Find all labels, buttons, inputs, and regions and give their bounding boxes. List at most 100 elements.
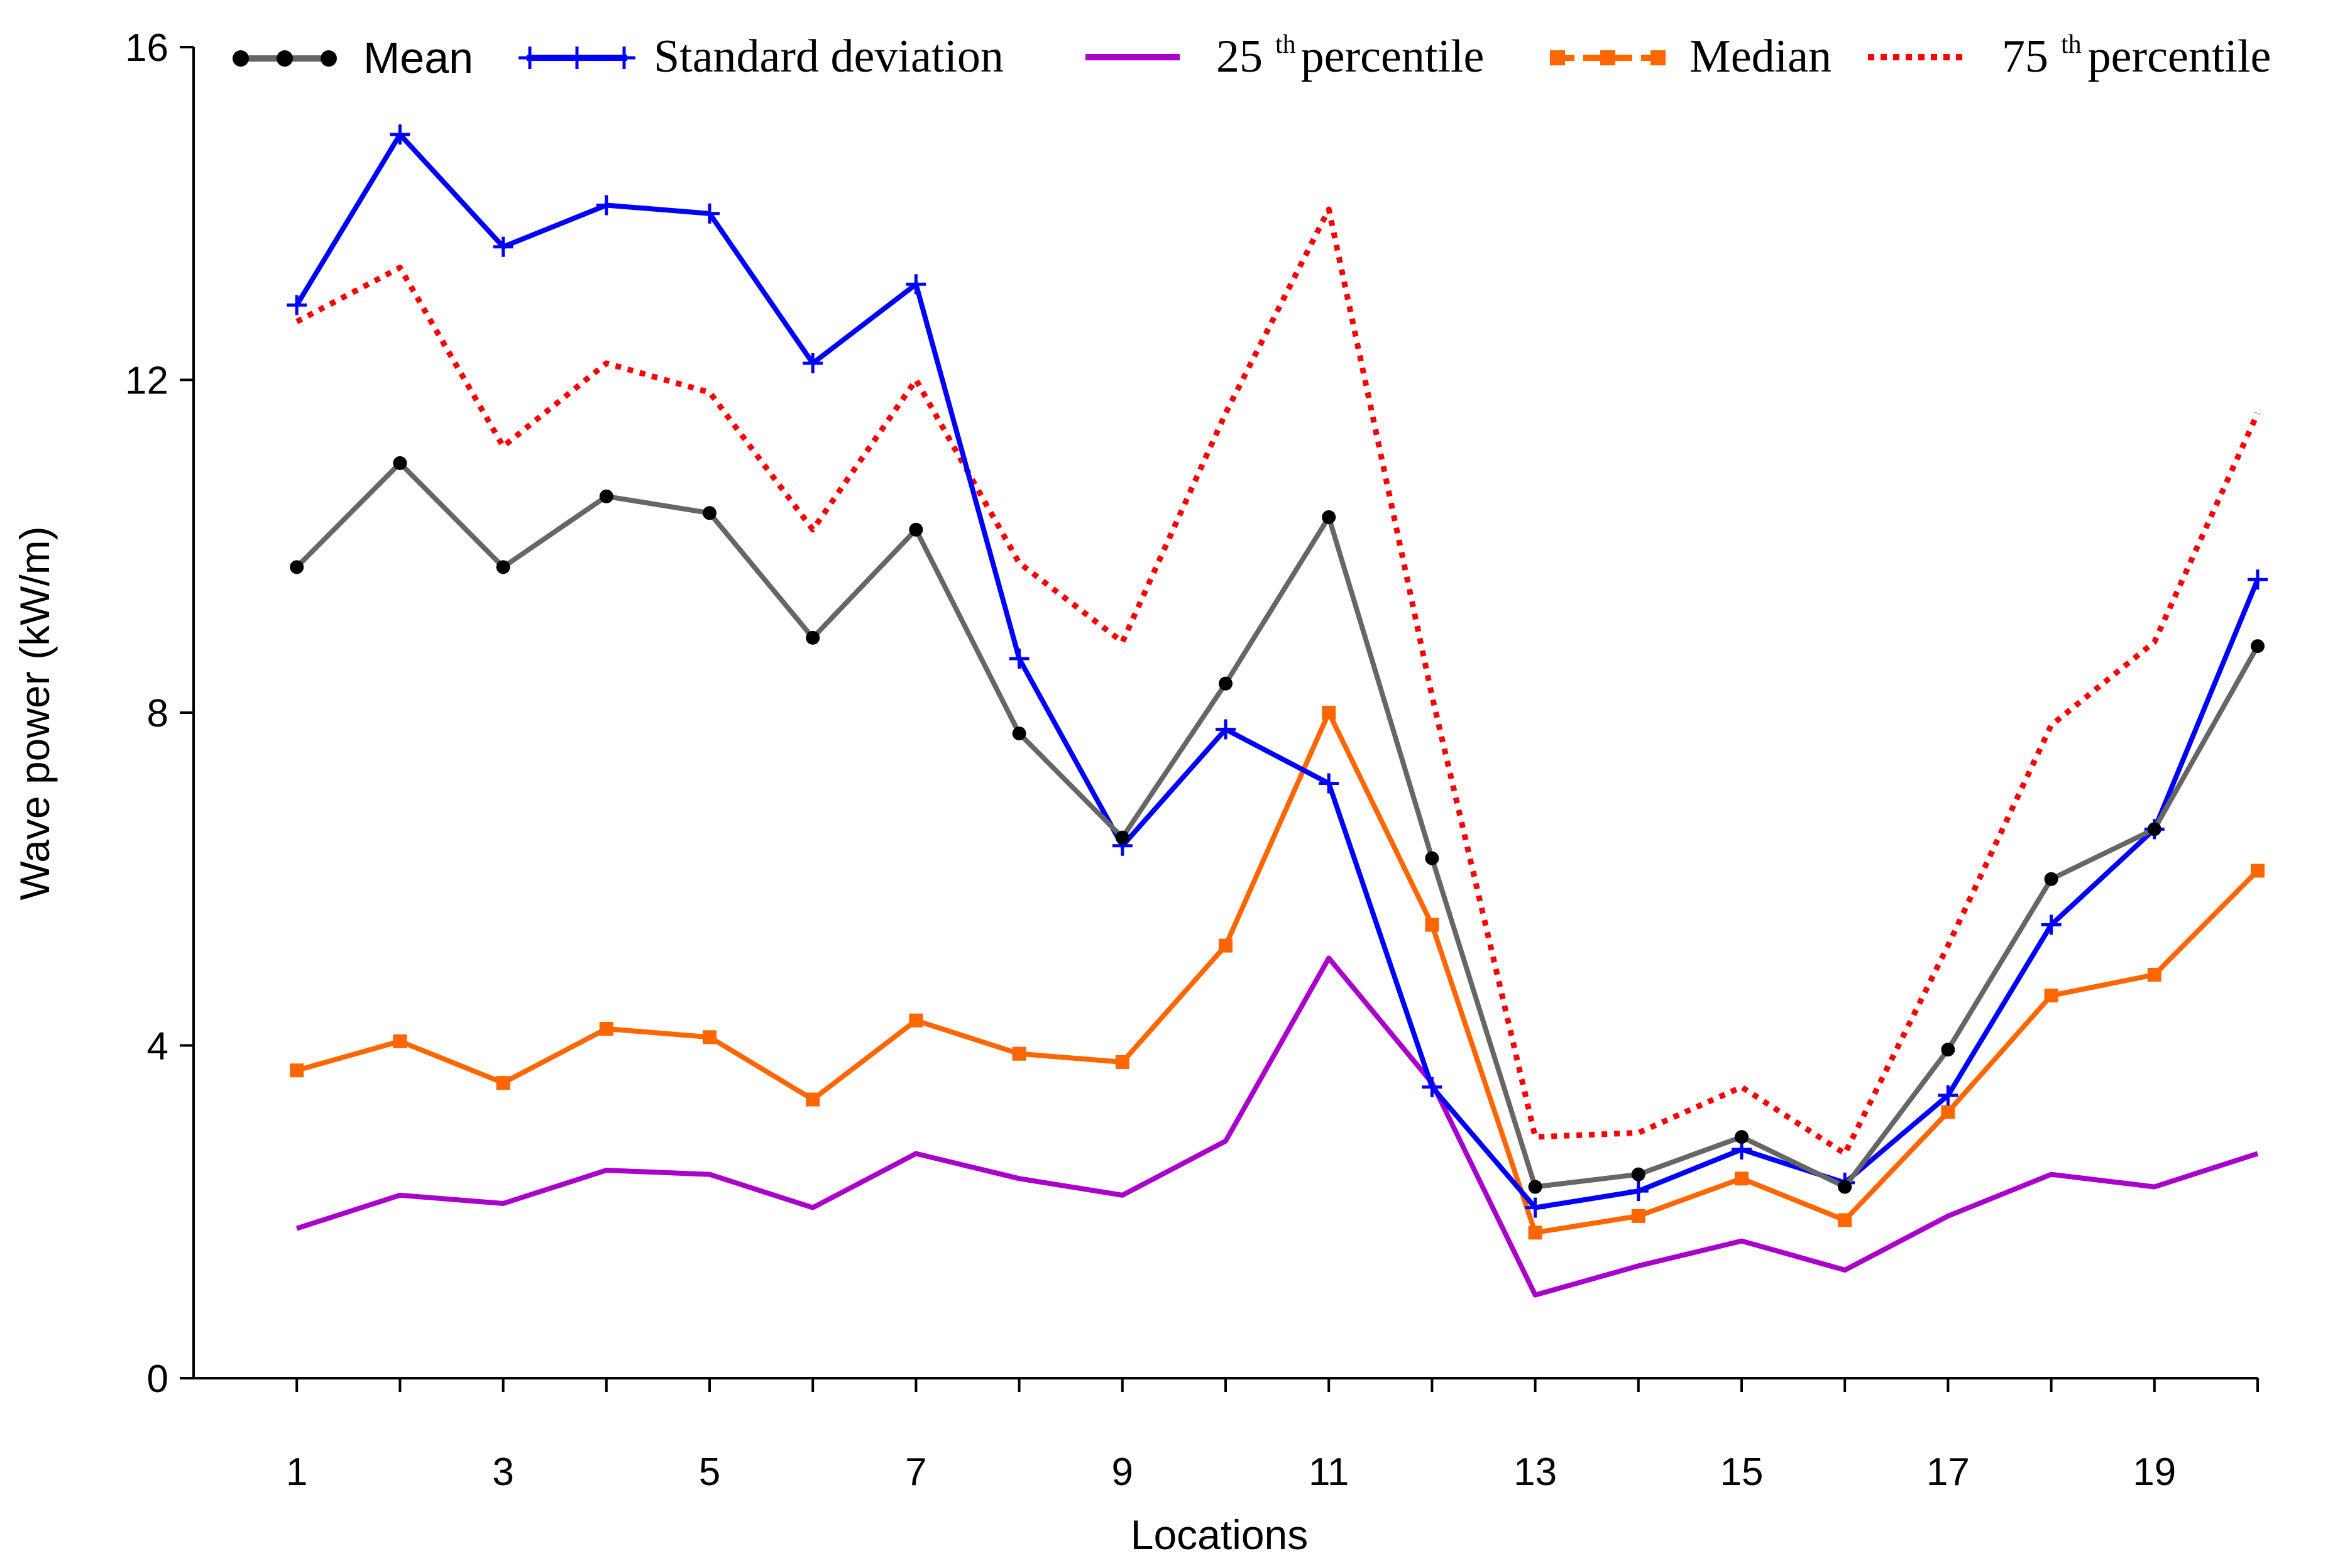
data-point-std: [2041, 914, 2062, 935]
data-point-mean: [1735, 1130, 1749, 1144]
data-point-std: [287, 295, 307, 315]
x-tick-label: 3: [492, 1450, 513, 1494]
data-point-median: [496, 1076, 510, 1090]
data-point-median: [806, 1092, 820, 1107]
data-point-median: [290, 1063, 304, 1078]
x-tick-label: 17: [1926, 1450, 1970, 1494]
series-line-p75: [295, 206, 2261, 1157]
data-point-median: [1322, 706, 1336, 720]
data-point-mean: [1528, 1180, 1542, 1194]
data-point-mean: [703, 506, 717, 520]
legend-swatch-median-marker: [1650, 50, 1666, 65]
x-tick-label: 5: [699, 1450, 720, 1494]
legend-label-p25-suffix: th: [1275, 30, 1296, 59]
data-point-mean: [1631, 1167, 1645, 1181]
y-axis-title: Wave power (kW/m): [11, 526, 58, 900]
series-line-mean: [295, 460, 2260, 1190]
data-point-std: [1216, 719, 1236, 740]
data-point-median: [1425, 918, 1439, 932]
legend-entry-mean: Mean: [233, 33, 473, 82]
data-point-std: [1319, 773, 1339, 794]
legend-entry-p75: 75 th percentile: [1868, 30, 2271, 82]
data-point-median: [1115, 1055, 1129, 1069]
x-ticks: 1 3 5 7 9 11 13 15 17 19: [286, 1378, 2259, 1494]
data-point-mean: [2251, 639, 2265, 654]
legend-label-std: Standard deviation: [654, 31, 1004, 82]
data-point-mean: [2044, 872, 2058, 886]
series-p75: [295, 206, 2261, 1157]
data-point-std: [1628, 1181, 1649, 1202]
series-line-std: [294, 132, 2260, 1210]
legend-swatch-std-marker: [519, 47, 635, 69]
data-point-mean: [2147, 822, 2161, 836]
legend-swatch-mean-marker: [321, 50, 337, 67]
series-median: [290, 706, 2265, 1240]
x-tick-label: 13: [1513, 1450, 1557, 1494]
data-point-std: [2248, 569, 2268, 590]
series-std: [287, 124, 2268, 1218]
x-tick-label: 15: [1720, 1450, 1764, 1494]
data-point-mean: [1219, 676, 1233, 691]
data-point-std: [493, 236, 513, 257]
data-point-median: [909, 1013, 923, 1028]
data-point-mean: [290, 560, 304, 574]
data-point-median: [1631, 1209, 1645, 1223]
data-point-std: [906, 274, 926, 295]
data-point-mean: [1115, 830, 1129, 845]
data-point-mean: [1012, 726, 1026, 741]
legend-entry-median: Median: [1550, 31, 1832, 82]
data-point-mean: [806, 630, 820, 645]
x-tick-label: 1: [286, 1450, 307, 1494]
y-ticks: 0 4 8 12 16: [125, 26, 194, 1401]
data-point-std: [700, 203, 720, 224]
legend-label-p25-number: 25: [1216, 31, 1263, 82]
legend-label-p75-word: percentile: [2088, 31, 2271, 82]
x-tick-label: 9: [1112, 1450, 1133, 1494]
data-point-median: [2147, 967, 2161, 982]
data-point-std: [1009, 648, 1030, 669]
legend-label-p75-suffix: th: [2061, 30, 2082, 59]
legend-label-p25-word: percentile: [1301, 31, 1485, 82]
data-point-median: [2251, 863, 2265, 878]
data-point-median: [1941, 1105, 1955, 1119]
data-point-std: [390, 124, 410, 145]
legend-swatch-mean-marker: [277, 50, 293, 67]
series-layer: [287, 124, 2268, 1298]
legend-label-median: Median: [1689, 31, 1832, 82]
legend-label-p25: 25 th percentile: [1216, 30, 1484, 82]
data-point-std: [803, 353, 823, 374]
x-tick-label: 11: [1309, 1450, 1349, 1494]
y-tick-label: 8: [147, 692, 168, 735]
x-axis-title: Locations: [1131, 1511, 1309, 1558]
data-point-mean: [393, 456, 407, 470]
data-point-std: [1938, 1085, 1958, 1105]
data-point-mean: [1425, 851, 1439, 865]
data-point-std: [596, 195, 617, 216]
data-point-std: [1525, 1197, 1546, 1218]
data-point-median: [1012, 1046, 1026, 1061]
data-point-median: [599, 1022, 613, 1036]
series-p25: [295, 955, 2259, 1298]
data-point-median: [2044, 989, 2058, 1003]
data-point-median: [393, 1034, 407, 1048]
y-tick-label: 12: [125, 359, 168, 403]
legend-label-p75-number: 75: [2002, 31, 2048, 82]
legend-label-p75: 75 th percentile: [2002, 30, 2271, 82]
y-tick-label: 16: [125, 26, 168, 70]
series-line-p25: [295, 955, 2259, 1298]
series-line-median: [296, 710, 2260, 1236]
data-point-mean: [1838, 1180, 1852, 1194]
series-mean: [290, 456, 2265, 1194]
legend-entry-p25: 25 th percentile: [1085, 30, 1484, 82]
y-tick-label: 4: [147, 1025, 168, 1068]
data-point-mean: [1322, 510, 1336, 524]
data-point-median: [1735, 1171, 1749, 1186]
data-point-mean: [496, 560, 510, 574]
data-point-median: [703, 1030, 717, 1044]
legend-label-mean: Mean: [363, 33, 473, 82]
data-point-median: [1528, 1225, 1542, 1240]
data-point-std: [1422, 1077, 1442, 1097]
legend-entry-std: Standard deviation: [519, 31, 1004, 82]
